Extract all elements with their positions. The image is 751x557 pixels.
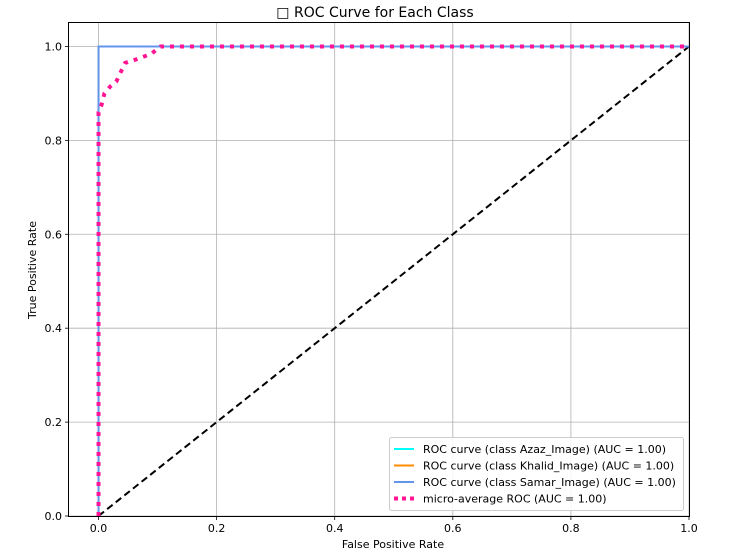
x-tick-label: 0.0 [90, 522, 108, 535]
x-tick-label: 0.4 [326, 522, 344, 535]
y-axis-label: True Positive Rate [26, 221, 39, 320]
x-tick-label: 1.0 [680, 522, 698, 535]
plot-area: 0.0 0.2 0.4 0.6 0.8 1.0 0.0 0.2 0.4 0.6 0.8 1.0 [45, 22, 698, 535]
legend-label: ROC curve (class Samar_Image) (AUC = 1.0… [423, 476, 676, 489]
axes-frame [68, 22, 690, 517]
y-tick-label: 0.4 [45, 322, 63, 335]
legend-label: ROC curve (class Khalid_Image) (AUC = 1.… [423, 460, 674, 473]
legend-label: ROC curve (class Azaz_Image) (AUC = 1.00… [423, 443, 666, 456]
chart-title: □ ROC Curve for Each Class [276, 5, 473, 21]
x-axis-label: False Positive Rate [342, 538, 444, 551]
legend-label: micro-average ROC (AUC = 1.00) [423, 493, 607, 506]
y-tick-label: 0.0 [45, 510, 63, 523]
x-tick-label: 0.8 [562, 522, 580, 535]
legend: ROC curve (class Azaz_Image) (AUC = 1.00… [389, 437, 684, 511]
roc-series-line [96, 44, 689, 516]
grid [69, 23, 690, 517]
y-tick-label: 0.2 [45, 416, 63, 429]
legend-box [389, 437, 684, 511]
series-layer [96, 44, 690, 517]
y-tick-label: 0.8 [45, 134, 63, 147]
y-tick-label: 0.6 [45, 228, 63, 241]
chance-diagonal-line [97, 45, 690, 517]
x-tick-label: 0.2 [208, 522, 226, 535]
x-tick-label: 0.6 [444, 522, 462, 535]
ticks: 0.0 0.2 0.4 0.6 0.8 1.0 0.0 0.2 0.4 0.6 0.8 1.0 [45, 40, 698, 535]
y-tick-label: 1.0 [45, 40, 63, 53]
